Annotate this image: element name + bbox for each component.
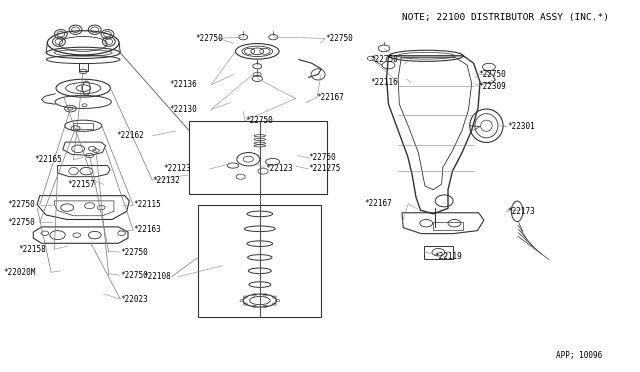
Text: *22167: *22167 — [364, 199, 392, 208]
Text: *22750: *22750 — [371, 55, 398, 64]
Bar — [189, 121, 327, 194]
Text: *22173: *22173 — [507, 207, 534, 216]
Text: *22023: *22023 — [120, 295, 148, 304]
Bar — [73, 123, 93, 129]
Text: *22750: *22750 — [195, 34, 223, 43]
Text: *22750: *22750 — [120, 271, 148, 280]
Text: *22116: *22116 — [371, 78, 398, 87]
Text: *22309: *22309 — [479, 82, 506, 91]
Text: *22750: *22750 — [308, 153, 336, 162]
Text: *22130: *22130 — [170, 105, 197, 114]
Text: *22162: *22162 — [116, 131, 144, 140]
Text: *22119: *22119 — [434, 252, 461, 261]
Text: *221275: *221275 — [308, 164, 341, 173]
Text: *22115: *22115 — [133, 201, 161, 209]
Text: *22132: *22132 — [152, 176, 180, 185]
Text: *22301: *22301 — [507, 122, 534, 131]
Text: *22167: *22167 — [317, 93, 344, 102]
Text: *22136: *22136 — [170, 80, 197, 89]
Text: *22165: *22165 — [35, 155, 62, 164]
Bar — [433, 222, 463, 230]
Bar — [424, 246, 453, 259]
Text: *22750: *22750 — [8, 201, 35, 209]
Text: *22750: *22750 — [325, 34, 353, 43]
Text: *22750: *22750 — [120, 248, 148, 257]
Bar — [198, 205, 321, 317]
Text: APP; 10096: APP; 10096 — [556, 351, 602, 360]
Text: *22163: *22163 — [133, 225, 161, 234]
Bar — [79, 63, 88, 71]
Text: *22123: *22123 — [266, 164, 293, 173]
Text: *22750: *22750 — [245, 116, 273, 125]
Text: *22020M: *22020M — [3, 268, 36, 277]
Text: *22123: *22123 — [164, 164, 191, 173]
Text: *22750: *22750 — [8, 218, 35, 227]
Text: *22158: *22158 — [18, 245, 45, 254]
Text: NOTE; 22100 DISTRIBUTOR ASSY (INC.*): NOTE; 22100 DISTRIBUTOR ASSY (INC.*) — [402, 13, 609, 22]
Text: *22108: *22108 — [144, 272, 172, 281]
Text: *22157: *22157 — [67, 180, 95, 189]
Text: *22750: *22750 — [479, 70, 506, 79]
